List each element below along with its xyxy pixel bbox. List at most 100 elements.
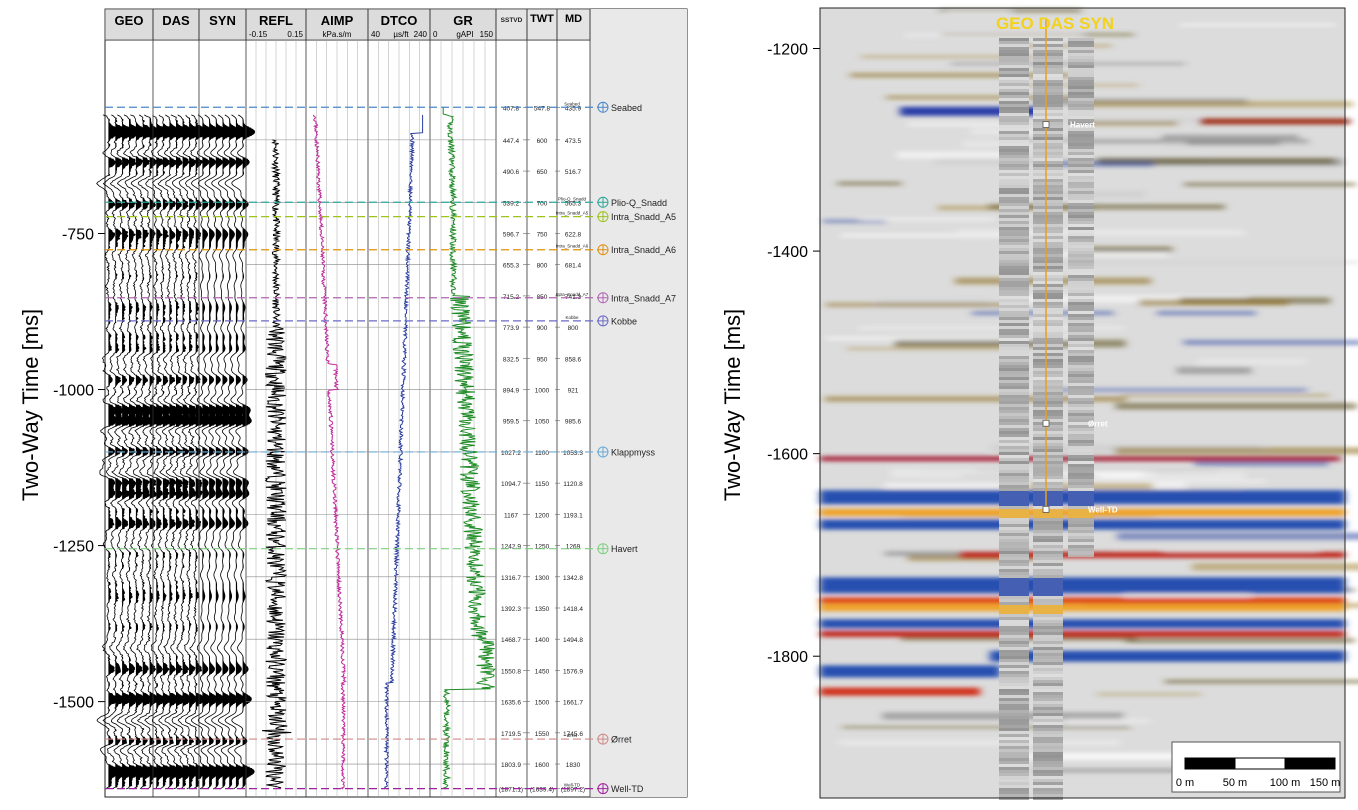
trace-sample bbox=[1068, 335, 1094, 338]
trace-sample bbox=[1033, 665, 1063, 668]
trace-sample bbox=[1068, 71, 1094, 74]
trace-sample bbox=[999, 155, 1029, 158]
trace-sample bbox=[999, 221, 1029, 224]
strong-reflector bbox=[820, 687, 980, 696]
trace-sample bbox=[1033, 401, 1063, 404]
index-header-twt: TWT bbox=[530, 13, 554, 25]
log-curve-dtco bbox=[383, 114, 424, 790]
trace-sample bbox=[999, 650, 1029, 653]
index-md: 435.9 bbox=[565, 105, 582, 112]
trace-sample bbox=[1033, 275, 1063, 278]
trace-sample bbox=[999, 116, 1029, 119]
trace-wiggle bbox=[171, 114, 196, 790]
trace-sample bbox=[1033, 728, 1063, 731]
trace-sample bbox=[1068, 401, 1094, 404]
trace-sample bbox=[999, 455, 1029, 458]
trace-sample bbox=[1068, 284, 1094, 287]
trace-sample bbox=[1033, 167, 1063, 170]
reflector bbox=[1186, 140, 1280, 146]
trace-sample bbox=[1033, 524, 1063, 527]
trace-sample bbox=[999, 542, 1029, 545]
trace-sample bbox=[999, 167, 1029, 170]
trace-sample bbox=[1068, 203, 1094, 206]
trace-sample bbox=[1033, 224, 1063, 227]
trace-sample bbox=[999, 614, 1029, 617]
horizon-label: Plio-Q_Snadd bbox=[611, 198, 667, 208]
seismic-y-tick-label: -1400 bbox=[767, 244, 808, 261]
trace-sample bbox=[1033, 308, 1063, 311]
trace-sample bbox=[999, 722, 1029, 725]
index-sstvd: 1316.7 bbox=[501, 575, 521, 582]
index-md: 1494.8 bbox=[563, 637, 583, 644]
trace-sample bbox=[999, 770, 1029, 773]
trace-sample bbox=[1033, 176, 1063, 179]
trace-sample bbox=[999, 599, 1029, 602]
trace-sample bbox=[1068, 215, 1094, 218]
trace-sample bbox=[999, 533, 1029, 536]
trace-sample bbox=[1068, 101, 1094, 104]
trace-sample bbox=[1068, 56, 1094, 59]
trace-sample bbox=[1033, 689, 1063, 692]
trace-sample bbox=[999, 197, 1029, 200]
trace-wiggle bbox=[157, 114, 182, 790]
trace-sample bbox=[1033, 671, 1063, 674]
reflector bbox=[1115, 447, 1358, 455]
trace-sample bbox=[999, 728, 1029, 731]
trace-sample bbox=[999, 632, 1029, 635]
trace-sample bbox=[1033, 287, 1063, 290]
reflector bbox=[1054, 753, 1206, 759]
trace-sample bbox=[1068, 461, 1094, 464]
track-header-dtco: DTCO bbox=[381, 13, 418, 28]
trace-sample bbox=[1033, 173, 1063, 176]
trace-sample bbox=[1033, 221, 1063, 224]
index-md: 1053.3 bbox=[563, 450, 583, 457]
trace-sample bbox=[1033, 659, 1063, 662]
trace-sample bbox=[999, 443, 1029, 446]
trace-sample bbox=[1068, 77, 1094, 80]
trace-sample bbox=[1033, 368, 1063, 371]
index-md: 1342.8 bbox=[563, 575, 583, 582]
trace-sample bbox=[1068, 419, 1094, 422]
index-md: 1830 bbox=[566, 762, 581, 769]
trace-sample bbox=[1068, 455, 1094, 458]
trace-sample bbox=[999, 392, 1029, 395]
index-md: 858.6 bbox=[565, 356, 582, 363]
trace-sample bbox=[1068, 428, 1094, 431]
trace-sample bbox=[1033, 191, 1063, 194]
trace-sample bbox=[1068, 359, 1094, 362]
trace-sample bbox=[1068, 296, 1094, 299]
trace-sample bbox=[999, 584, 1029, 587]
reflector bbox=[1087, 246, 1173, 253]
index-twt: 1400 bbox=[535, 637, 550, 644]
trace-sample bbox=[1033, 530, 1063, 533]
trace-sample bbox=[1033, 83, 1063, 86]
trace-sample bbox=[999, 152, 1029, 155]
trace-sample bbox=[1033, 704, 1063, 707]
trace-sample bbox=[1068, 179, 1094, 182]
trace-sample bbox=[1068, 83, 1094, 86]
index-md: 516.7 bbox=[565, 169, 582, 176]
index-twt: 750 bbox=[537, 231, 548, 238]
trace-sample bbox=[1068, 431, 1094, 434]
trace-sample bbox=[1068, 320, 1094, 323]
trace-sample bbox=[999, 593, 1029, 596]
trace-sample bbox=[1068, 368, 1094, 371]
trace-sample bbox=[1033, 599, 1063, 602]
trace-sample bbox=[1033, 440, 1063, 443]
trace-sample bbox=[1068, 473, 1094, 476]
trace-sample bbox=[1033, 431, 1063, 434]
trace-sample bbox=[1068, 497, 1094, 500]
trace-sample bbox=[1068, 491, 1094, 494]
trace-sample bbox=[1068, 143, 1094, 146]
well-marker-label: Well-TD bbox=[1088, 505, 1118, 514]
trace-sample bbox=[999, 41, 1029, 44]
trace-sample bbox=[999, 731, 1029, 734]
index-twt: 1350 bbox=[535, 606, 550, 613]
seismic-y-tick-label: -1600 bbox=[767, 447, 808, 464]
trace-sample bbox=[1068, 305, 1094, 308]
trace-sample bbox=[1033, 518, 1063, 521]
trace-sample bbox=[999, 260, 1029, 263]
trace-sample bbox=[1033, 74, 1063, 77]
trace-sample bbox=[1068, 449, 1094, 452]
trace-sample bbox=[1068, 332, 1094, 335]
